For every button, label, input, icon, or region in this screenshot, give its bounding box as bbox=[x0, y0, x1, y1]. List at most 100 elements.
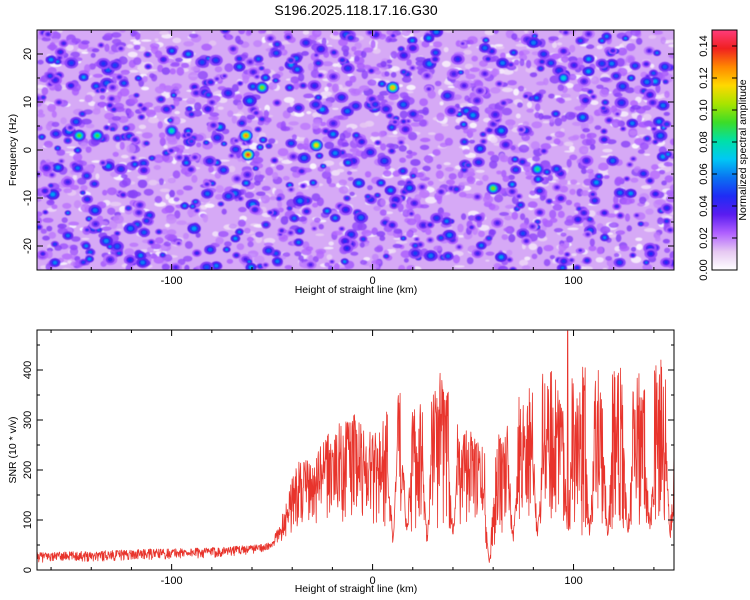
colorbar-tick-label: 0.04 bbox=[698, 195, 710, 216]
spectrogram-mid-patch bbox=[324, 262, 330, 267]
spectrogram-low-patch bbox=[289, 101, 295, 107]
spectrogram-blob bbox=[511, 156, 519, 163]
spectrogram-blob bbox=[89, 218, 103, 230]
spectrogram-low-patch bbox=[567, 227, 579, 231]
spectrogram-mid-patch bbox=[654, 199, 666, 205]
spectrogram-blob bbox=[496, 57, 510, 69]
spectrogram-low-patch bbox=[302, 30, 310, 35]
spectrogram-mid-patch bbox=[277, 200, 283, 209]
spectrogram-mid-patch bbox=[195, 232, 201, 238]
spectrogram-mid-patch bbox=[444, 167, 454, 172]
spectrogram-mid-patch bbox=[339, 132, 346, 142]
spectrogram-blob bbox=[123, 254, 137, 265]
spectrogram-blob bbox=[187, 138, 195, 145]
spectrogram-mid-patch bbox=[508, 233, 516, 243]
spectrogram-blob bbox=[510, 165, 522, 175]
spectrogram-mid-patch bbox=[361, 70, 369, 80]
spectrogram-blob bbox=[85, 216, 93, 222]
spectrogram-blob bbox=[444, 105, 459, 117]
spectrogram-mid-patch bbox=[565, 199, 573, 206]
spectrogram-mid-patch bbox=[142, 75, 148, 83]
spectrogram-mid-patch bbox=[417, 109, 429, 114]
spectrogram-low-patch bbox=[666, 39, 674, 43]
spectrogram-mid-patch bbox=[253, 150, 260, 157]
spectrogram-blob bbox=[309, 179, 318, 186]
spectrogram-blob bbox=[286, 56, 296, 64]
spectrogram-blob bbox=[261, 220, 271, 229]
spectrogram-blob bbox=[181, 159, 192, 167]
spectrogram-low-patch bbox=[526, 101, 533, 108]
spectrogram-low-patch bbox=[441, 123, 449, 127]
spectrogram-low-patch bbox=[324, 86, 329, 92]
spectrogram-mid-patch bbox=[454, 125, 462, 130]
spectrogram-low-patch bbox=[469, 122, 477, 129]
spectrogram-mid-patch bbox=[354, 55, 360, 62]
spectrogram-blob bbox=[233, 62, 246, 72]
spectrogram-mid-patch bbox=[630, 30, 641, 37]
spectrogram-blob bbox=[619, 126, 627, 132]
spectrogram-mid-patch bbox=[260, 194, 270, 204]
spectrogram-low-patch bbox=[138, 68, 150, 75]
spectrogram-blob bbox=[287, 151, 300, 162]
spectrogram-blob bbox=[586, 216, 594, 223]
spectrogram-mid-patch bbox=[599, 88, 610, 98]
spectrogram-blob bbox=[143, 51, 152, 58]
spectrogram-mid-patch bbox=[310, 221, 321, 228]
spectrogram-mid-patch bbox=[236, 243, 245, 251]
spectrogram-low-patch bbox=[148, 179, 158, 186]
spectrogram-low-patch bbox=[485, 259, 490, 262]
spectrogram-mid-patch bbox=[360, 259, 368, 265]
spectrogram-blob bbox=[186, 110, 197, 119]
spectrogram-mid-patch bbox=[531, 121, 543, 129]
spectrogram-blob bbox=[217, 165, 230, 175]
spectrogram-mid-patch bbox=[54, 83, 63, 92]
spectrogram-mid-patch bbox=[332, 31, 339, 36]
spectrogram-blob bbox=[567, 60, 581, 71]
spectrogram-mid-patch bbox=[608, 265, 616, 270]
spectrogram-mid-patch bbox=[662, 238, 671, 244]
spectrogram-blob bbox=[374, 139, 382, 146]
spectrogram-blob bbox=[159, 252, 167, 258]
spectrogram-mid-patch bbox=[403, 258, 409, 263]
spectrogram-low-patch bbox=[336, 168, 345, 173]
spectrogram-mid-patch bbox=[159, 137, 166, 147]
spectrogram-blob bbox=[478, 43, 491, 53]
spectrogram-mid-patch bbox=[572, 134, 580, 139]
spectrogram-blob bbox=[160, 104, 173, 114]
spectrogram-blob bbox=[249, 205, 261, 215]
spectrogram-mid-patch bbox=[57, 223, 67, 229]
spectrogram-low-patch bbox=[320, 91, 333, 97]
spectrogram-blob bbox=[166, 46, 178, 56]
spectrogram-blob bbox=[660, 203, 674, 213]
spectrogram-blob bbox=[384, 185, 397, 196]
spectrogram-low-patch bbox=[442, 61, 450, 67]
spectrogram-mid-patch bbox=[81, 118, 92, 125]
spectrogram-mid-patch bbox=[129, 242, 139, 247]
spectrogram-blob bbox=[649, 189, 662, 199]
spectrogram-blob bbox=[252, 165, 260, 171]
spectrogram-blob bbox=[506, 187, 518, 197]
spectrogram-blob bbox=[516, 228, 530, 239]
spectrogram-mid-patch bbox=[422, 165, 431, 172]
spectrogram-mid-patch bbox=[487, 151, 495, 156]
spectrogram-mid-patch bbox=[386, 143, 395, 148]
spectrogram-blob bbox=[208, 121, 219, 130]
spectrogram-mid-patch bbox=[132, 30, 138, 35]
spectrogram-blob bbox=[106, 243, 114, 250]
spectrogram-blob bbox=[425, 221, 435, 229]
spectrogram-mid-patch bbox=[586, 168, 594, 174]
spectrogram-mid-patch bbox=[583, 122, 589, 130]
spectrogram-blob bbox=[232, 252, 241, 259]
spectrogram-blob bbox=[614, 97, 629, 109]
spectrogram-mid-patch bbox=[399, 110, 408, 119]
spectrogram-mid-patch bbox=[83, 164, 94, 171]
spectrogram-mid-patch bbox=[197, 70, 208, 80]
spectrogram-mid-patch bbox=[419, 137, 431, 143]
colorbar-gradient bbox=[712, 30, 737, 270]
spectrogram-mid-patch bbox=[527, 201, 538, 209]
spectrogram-blob bbox=[185, 132, 192, 138]
spectrogram-mid-patch bbox=[293, 81, 300, 90]
spectrogram-mid-patch bbox=[386, 59, 392, 64]
spectrogram-mid-patch bbox=[133, 191, 142, 197]
spectrogram-mid-patch bbox=[303, 93, 315, 99]
